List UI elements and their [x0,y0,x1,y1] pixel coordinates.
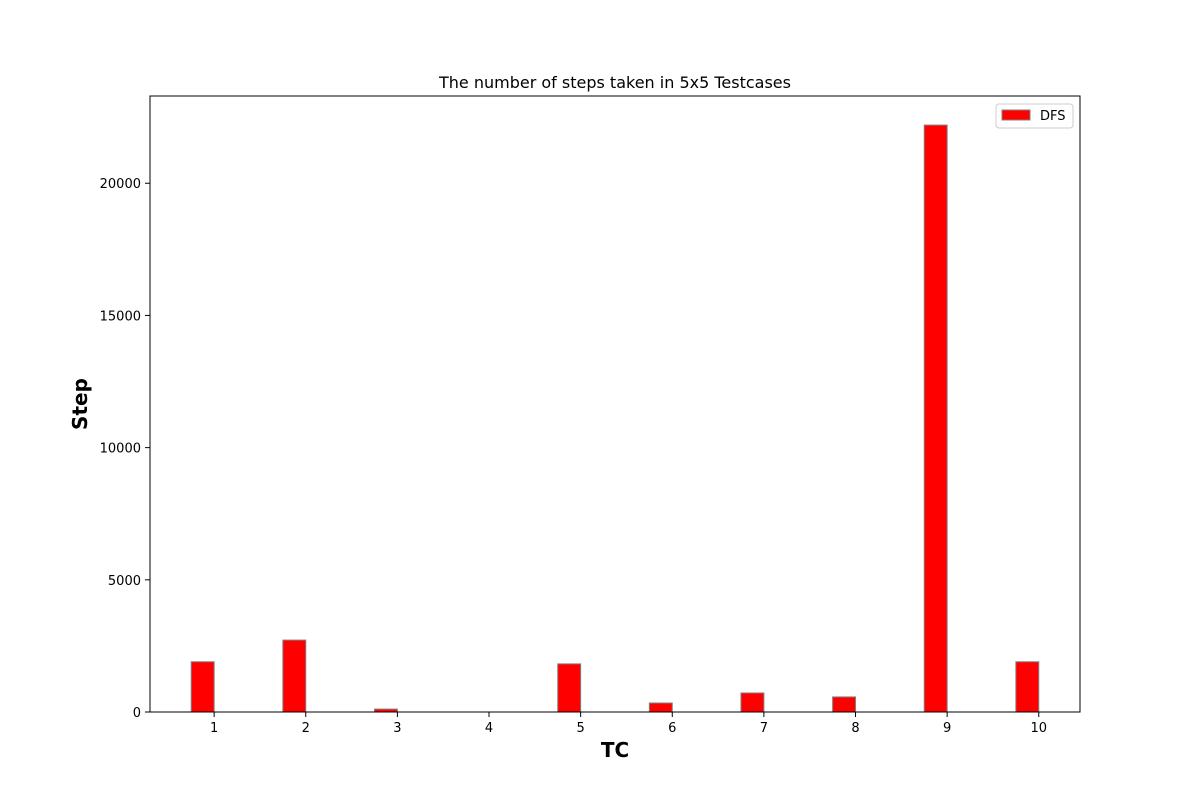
x-axis-ticks: 1 2 3 4 5 6 7 8 9 10 [210,712,1047,736]
y-tick-label: 10000 [100,442,141,457]
bar-tc-2 [282,639,307,713]
bar-tc-6 [648,702,673,713]
x-tick-label: 5 [576,721,584,736]
bars-group [190,124,1040,713]
bar-tc-5 [557,663,582,713]
y-tick-label: 15000 [100,309,141,324]
legend: DFS [995,103,1074,129]
x-tick-label: 2 [302,721,310,736]
legend-label: DFS [1040,109,1066,124]
bar-tc-8 [832,696,857,713]
x-tick-label: 8 [851,721,859,736]
x-tick-label: 9 [943,721,951,736]
plot-frame [149,95,1081,713]
y-axis-label: Step [68,378,92,430]
y-tick-label: 0 [133,706,141,721]
y-tick-label: 20000 [100,177,141,192]
y-axis-ticks: 0 5000 10000 15000 20000 [100,177,150,721]
y-tick-label: 5000 [108,574,141,589]
x-tick-label: 6 [668,721,676,736]
chart-title: The number of steps taken in 5x5 Testcas… [438,73,791,92]
x-tick-label: 7 [760,721,768,736]
x-axis-label: TC [601,738,629,762]
bar-tc-9 [923,124,948,713]
x-tick-label: 3 [393,721,401,736]
x-tick-label: 10 [1030,721,1047,736]
x-tick-label: 4 [485,721,493,736]
bar-tc-10 [1015,661,1040,713]
x-tick-label: 1 [210,721,218,736]
legend-swatch [1001,109,1031,121]
bar-tc-7 [740,692,765,713]
bar-tc-1 [190,661,215,713]
